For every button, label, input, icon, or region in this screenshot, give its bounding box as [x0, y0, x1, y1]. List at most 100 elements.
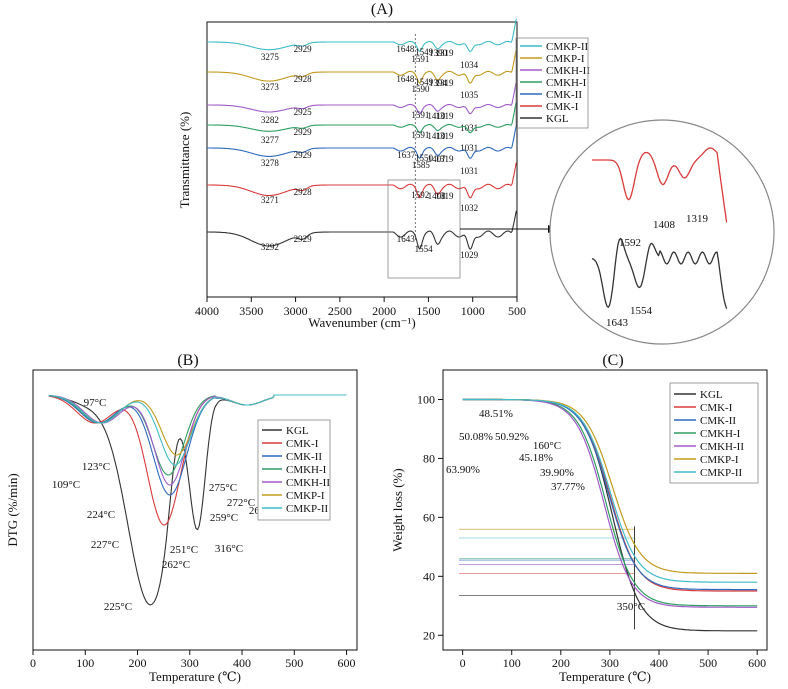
panel-a-peak-label: 2928: [294, 74, 313, 84]
panel-c-xlabel: Temperature (℃): [559, 669, 651, 684]
panel-b-legend-label: CMKH-II: [286, 477, 330, 489]
panel-a-inset-red-curve: [592, 147, 728, 223]
panel-a-inset-label: 1643: [606, 317, 629, 329]
panel-a-peak-label: 3282: [261, 115, 279, 125]
panel-b-xtick-label: 400: [233, 656, 251, 670]
panel-a-inset-black-curve: [591, 237, 728, 309]
panel-a-peak-label: 1408: [428, 191, 447, 201]
panel-a-peak-label: 1648: [396, 44, 415, 54]
panel-c-annotation: 63.90%: [446, 464, 480, 476]
panel-c-legend-label: CMKP-I: [700, 454, 739, 466]
panel-b-legend-label: CMKP-I: [286, 490, 325, 502]
panel-a-peak-label: 1035: [460, 90, 479, 100]
panel-b-annotation: 262°C: [162, 559, 190, 571]
panel-c-legend-label: CMKH-II: [700, 441, 744, 453]
panel-a-series-cmkp-i: [207, 48, 517, 84]
panel-b-series-cmkp-ii: [48, 394, 347, 466]
panel-b-annotation: 259°C: [210, 512, 238, 524]
panel-b-annotation: 224°C: [87, 509, 115, 521]
panel-b-annotation: 251°C: [170, 544, 198, 556]
panel-a-series-cmkh-ii: [207, 81, 517, 115]
panel-a-peak-label: 1592: [411, 190, 429, 200]
panel-a-peak-label: 1390: [429, 48, 448, 58]
panel-b-annotation: 109°C: [52, 479, 80, 491]
panel-a-peak-label: 1031: [460, 143, 478, 153]
panel-a-peak-label: 1031: [460, 166, 478, 176]
panel-b-frame: [32, 369, 358, 651]
panel-b-xtick-label: 500: [285, 656, 303, 670]
panel-c-annotation: 37.77%: [551, 481, 585, 493]
panel-a-peak-label: 2929: [294, 234, 313, 244]
panel-b-legend-label: CMK-I: [286, 438, 319, 450]
panel-a-peak-label: 1319: [435, 78, 454, 88]
panel-c-xtick-label: 300: [601, 656, 619, 670]
panel-c-xtick-label: 500: [699, 656, 717, 670]
panel-b-xtick-label: 0: [30, 656, 36, 670]
panel-a-legend-label: CMKH-I: [546, 77, 587, 89]
panel-c-legend-label: CMK-I: [700, 402, 733, 414]
panel-a-peak-label: 1029: [460, 250, 479, 260]
panel-a-peak-label: 3278: [261, 158, 280, 168]
panel-c-xtick-label: 100: [503, 656, 521, 670]
panel-a-inset-label: 1408: [653, 219, 676, 231]
panel-a-peak-label: 1554: [415, 244, 434, 254]
panel-c-ytick-label: 40: [423, 569, 435, 583]
panel-a-peak-label: 1590: [411, 84, 430, 94]
panel-c-legend-label: CMKH-I: [700, 428, 741, 440]
panel-c-ytick-label: 80: [423, 451, 435, 465]
panel-a-series-cmkp-ii: [207, 18, 517, 52]
panel-a-peak-label: 1591: [411, 54, 429, 64]
panel-a-inset-label: 1319: [686, 213, 709, 225]
panel-a-peak-label: 1031: [460, 123, 478, 133]
panel-c-legend-label: KGL: [700, 389, 723, 401]
panel-b-xtick-label: 600: [338, 656, 356, 670]
panel-b-annotation: 97°C: [84, 397, 107, 409]
panel-c-annotation: 45.18%: [519, 452, 553, 464]
panel-a-legend-label: CMKH-II: [546, 65, 590, 77]
panel-a-series-kgl: [207, 210, 517, 250]
panel-a-legend-label: CMK-I: [546, 101, 579, 113]
panel-c-legend-label: CMKP-II: [700, 467, 743, 479]
panel-a-legend-label: CMKP-II: [546, 41, 589, 53]
panel-a-inset-label: 1554: [630, 305, 653, 317]
panel-a-peak-label: 1591: [411, 130, 429, 140]
panel-b-annotation: 123°C: [82, 461, 110, 473]
panel-a-legend-label: CMK-II: [546, 89, 582, 101]
panel-a-peak-label: 1648: [396, 74, 415, 84]
panel-a-series-cmkh-i: [207, 101, 517, 134]
panel-a-peak-label: 1319: [435, 48, 454, 58]
panel-b-legend-label: CMKH-I: [286, 464, 327, 476]
panel-a-peak-label: 1319: [435, 111, 454, 121]
panel-c-annotation: 50.08%: [459, 431, 493, 443]
panel-a-peak-label: 1585: [412, 160, 431, 170]
panel-b-xtick-label: 100: [76, 656, 94, 670]
panel-a-peak-label: 3277: [261, 135, 280, 145]
panel-b-xtick-label: 200: [129, 656, 147, 670]
panel-a-peak-label: 3275: [261, 52, 280, 62]
panel-a-inset-circle: [549, 119, 775, 345]
panel-a-peak-label: 2929: [294, 150, 313, 160]
panel-a-xtick-label: 1000: [461, 304, 485, 318]
panel-b-xtick-label: 300: [181, 656, 199, 670]
panel-a-frame: [206, 21, 518, 298]
panel-a-peak-label: 1591: [411, 110, 429, 120]
panel-b-xlabel: Temperature (℃): [149, 669, 241, 684]
panel-a-peak-label: 3273: [261, 82, 280, 92]
panel-a-series-cmk-i: [207, 162, 517, 199]
panel-b-ylabel: DTG (%/min): [5, 473, 20, 546]
panel-c-title: (C): [602, 352, 623, 369]
panel-c-ytick-label: 60: [423, 510, 435, 524]
panel-a-legend-label: CMKP-I: [546, 53, 585, 65]
panel-a-xtick-label: 2000: [372, 304, 396, 318]
panel-a-xlabel: Wavenumber (cm⁻¹): [308, 315, 416, 330]
panel-a-peak-label: 2925: [294, 107, 313, 117]
panel-c-frame: [442, 369, 768, 651]
panel-b-legend-label: CMK-II: [286, 451, 322, 463]
panel-a-xtick-label: 1500: [416, 304, 440, 318]
panel-a-peak-label: 3271: [261, 195, 279, 205]
panel-a-peak-label: 1643: [397, 234, 416, 244]
panel-a-peak-label: 1319: [435, 131, 454, 141]
panel-b-title: (B): [177, 352, 198, 369]
panel-c-ytick-label: 20: [423, 628, 435, 642]
